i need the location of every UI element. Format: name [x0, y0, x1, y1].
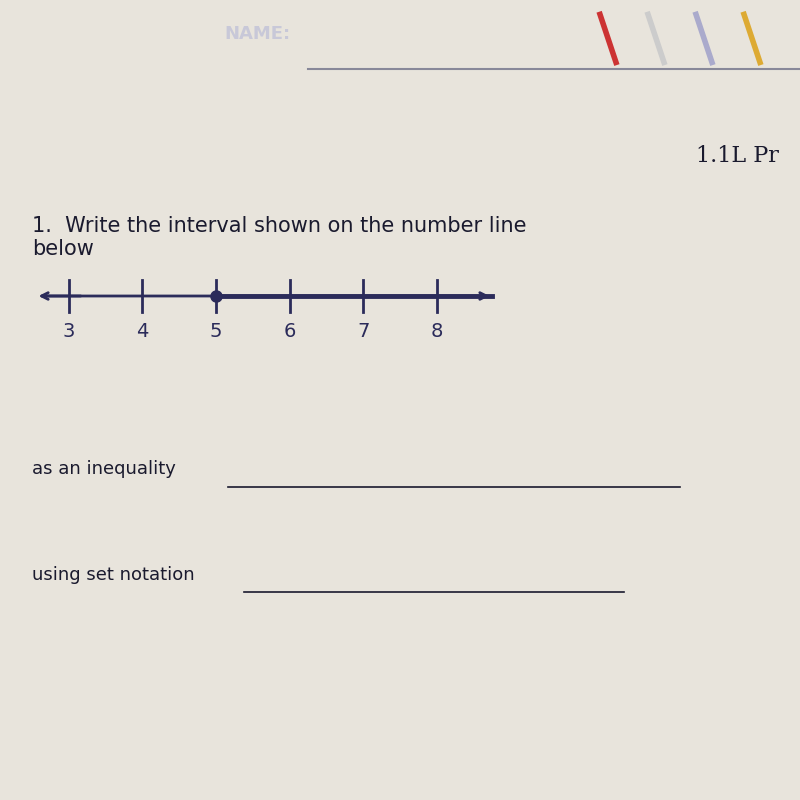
Text: 7: 7	[358, 322, 370, 341]
Text: 3: 3	[62, 322, 75, 341]
Text: 4: 4	[136, 322, 149, 341]
Text: 6: 6	[283, 322, 296, 341]
Text: NAME:: NAME:	[224, 25, 290, 42]
Text: 1.1L Pr: 1.1L Pr	[696, 146, 779, 167]
Text: using set notation: using set notation	[32, 566, 194, 584]
Text: 8: 8	[431, 322, 443, 341]
Text: 5: 5	[210, 322, 222, 341]
Text: as an inequality: as an inequality	[32, 460, 176, 478]
Text: 1.  Write the interval shown on the number line
below: 1. Write the interval shown on the numbe…	[32, 216, 526, 259]
